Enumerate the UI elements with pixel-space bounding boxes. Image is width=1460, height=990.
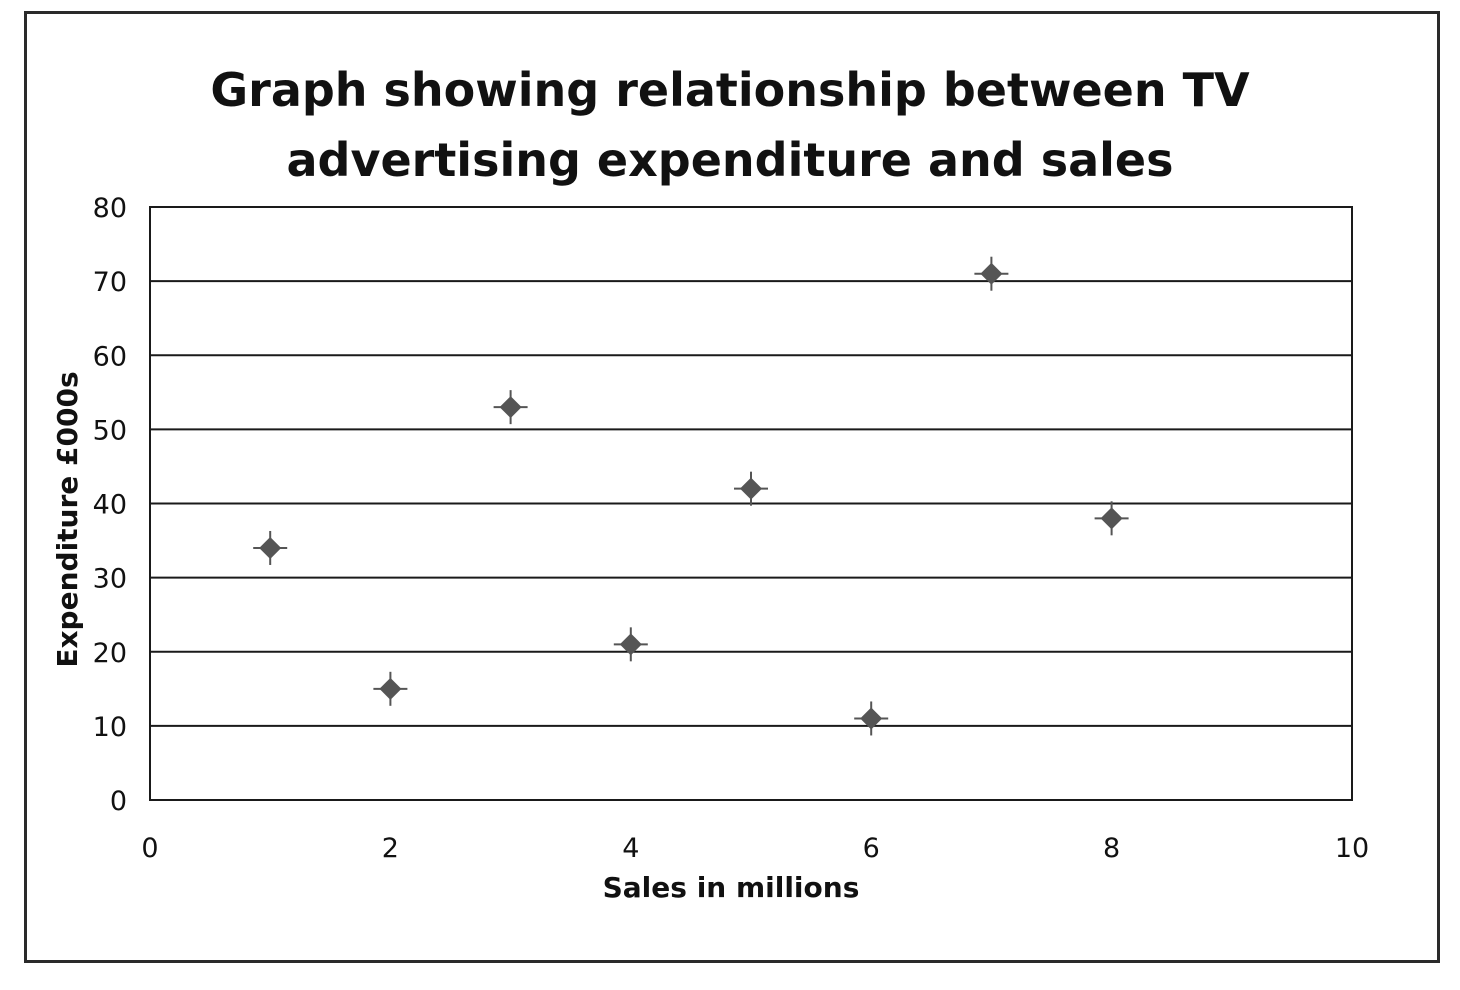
chart-title: Graph showing relationship between TV ad…: [0, 55, 1460, 195]
data-point: [974, 256, 1009, 291]
data-point: [253, 530, 288, 565]
data-point: [854, 701, 889, 736]
plot-area: [149, 206, 1353, 801]
data-point: [734, 471, 768, 506]
x-axis-label: Sales in millions: [603, 871, 860, 904]
data-point: [1094, 501, 1129, 536]
data-point: [493, 390, 528, 425]
y-axis-ticks: 0 10 20 30 40 50 60 70 80: [93, 193, 127, 817]
y-tick-label: 80: [93, 193, 127, 224]
x-tick-label: 6: [863, 833, 880, 864]
x-tick-label: 8: [1103, 833, 1120, 864]
chart-frame: [24, 11, 1440, 963]
y-tick-label: 30: [93, 564, 127, 595]
plot-border: [149, 206, 1353, 801]
y-tick-label: 0: [110, 786, 127, 817]
data-points: [253, 256, 1129, 736]
data-point: [373, 671, 408, 706]
y-tick-label: 40: [93, 490, 127, 521]
x-tick-label: 4: [622, 833, 639, 864]
x-tick-label: 2: [382, 833, 399, 864]
y-tick-label: 50: [93, 415, 127, 446]
y-axis-label: Expenditure £000s: [51, 371, 84, 667]
chart-title-line-1: Graph showing relationship between TV: [210, 63, 1250, 117]
y-tick-label: 10: [93, 712, 127, 743]
chart-title-line-2: advertising expenditure and sales: [286, 133, 1174, 187]
x-axis-ticks: 0 2 4 6 8 10: [141, 833, 1369, 864]
y-tick-label: 70: [93, 267, 127, 298]
x-tick-label: 10: [1335, 833, 1369, 864]
data-point: [613, 627, 648, 662]
x-tick-label: 0: [141, 833, 158, 864]
y-tick-label: 60: [93, 341, 127, 372]
y-tick-label: 20: [93, 638, 127, 669]
